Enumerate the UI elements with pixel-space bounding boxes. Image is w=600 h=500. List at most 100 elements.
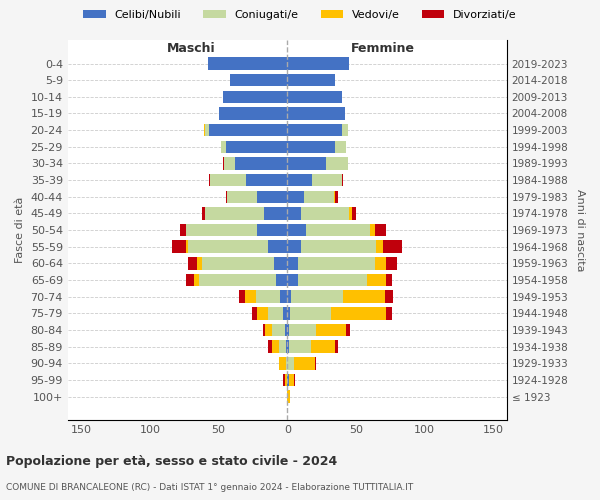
Bar — [290, 307, 331, 320]
Bar — [331, 307, 386, 320]
Bar — [186, 224, 257, 236]
Bar — [263, 324, 265, 336]
Text: Femmine: Femmine — [351, 42, 415, 55]
Bar — [268, 307, 283, 320]
Bar — [224, 157, 235, 170]
Bar — [257, 190, 287, 203]
Bar — [287, 140, 335, 153]
Bar — [287, 374, 289, 386]
Bar — [301, 207, 349, 220]
Bar — [188, 257, 197, 270]
Bar — [287, 240, 301, 253]
Bar — [205, 124, 209, 136]
Bar — [287, 224, 307, 236]
Bar — [287, 274, 298, 286]
Bar — [223, 157, 224, 170]
Bar — [287, 58, 349, 70]
Bar — [287, 124, 342, 136]
Text: Popolazione per età, sesso e stato civile - 2024: Popolazione per età, sesso e stato civil… — [6, 455, 337, 468]
Bar — [298, 257, 375, 270]
Bar — [301, 240, 376, 253]
Bar — [226, 140, 287, 153]
Bar — [335, 190, 338, 203]
Bar — [311, 340, 335, 353]
Bar — [289, 374, 294, 386]
Bar — [205, 207, 264, 220]
Bar — [180, 224, 186, 236]
Bar — [286, 357, 287, 370]
Bar — [272, 324, 284, 336]
Bar — [208, 58, 287, 70]
Bar — [386, 257, 397, 270]
Bar — [287, 90, 342, 103]
Bar — [265, 324, 272, 336]
Bar — [292, 290, 343, 303]
Bar — [274, 257, 287, 270]
Bar — [235, 157, 287, 170]
Bar — [376, 240, 383, 253]
Bar — [287, 74, 335, 86]
Bar — [209, 174, 211, 186]
Bar — [199, 274, 276, 286]
Bar — [284, 374, 287, 386]
Bar — [342, 174, 343, 186]
Bar — [342, 124, 347, 136]
Bar — [335, 140, 346, 153]
Bar — [186, 240, 188, 253]
Bar — [230, 74, 287, 86]
Bar — [283, 374, 284, 386]
Bar — [287, 107, 345, 120]
Bar — [287, 207, 301, 220]
Bar — [287, 324, 289, 336]
Text: Maschi: Maschi — [167, 42, 215, 55]
Bar — [194, 274, 199, 286]
Bar — [197, 257, 202, 270]
Bar — [202, 207, 205, 220]
Bar — [294, 357, 314, 370]
Bar — [287, 357, 294, 370]
Bar — [370, 224, 375, 236]
Bar — [227, 190, 257, 203]
Bar — [386, 307, 392, 320]
Bar — [307, 224, 370, 236]
Bar — [226, 190, 227, 203]
Bar — [346, 324, 350, 336]
Bar — [287, 290, 292, 303]
Bar — [287, 390, 290, 403]
Bar — [245, 290, 256, 303]
Bar — [287, 340, 289, 353]
Bar — [272, 340, 279, 353]
Bar — [209, 124, 287, 136]
Bar — [349, 207, 352, 220]
Bar — [188, 240, 268, 253]
Text: COMUNE DI BRANCALEONE (RC) - Dati ISTAT 1° gennaio 2024 - Elaborazione TUTTITALI: COMUNE DI BRANCALEONE (RC) - Dati ISTAT … — [6, 483, 413, 492]
Legend: Celibi/Nubili, Coniugati/e, Vedovi/e, Divorziati/e: Celibi/Nubili, Coniugati/e, Vedovi/e, Di… — [79, 6, 521, 25]
Bar — [264, 207, 287, 220]
Bar — [239, 290, 245, 303]
Bar — [186, 274, 194, 286]
Bar — [202, 257, 274, 270]
Bar — [257, 307, 268, 320]
Bar — [326, 157, 347, 170]
Bar — [335, 340, 338, 353]
Bar — [283, 307, 287, 320]
Bar — [280, 290, 287, 303]
Bar — [279, 340, 286, 353]
Bar — [203, 124, 205, 136]
Bar — [287, 190, 304, 203]
Y-axis label: Anni di nascita: Anni di nascita — [575, 189, 585, 272]
Bar — [314, 357, 316, 370]
Bar — [352, 207, 356, 220]
Bar — [251, 307, 257, 320]
Bar — [257, 224, 287, 236]
Bar — [334, 190, 335, 203]
Bar — [284, 324, 287, 336]
Bar — [256, 290, 280, 303]
Bar — [294, 374, 295, 386]
Bar — [268, 340, 272, 353]
Y-axis label: Fasce di età: Fasce di età — [15, 197, 25, 264]
Bar — [268, 240, 287, 253]
Bar — [287, 307, 290, 320]
Bar — [383, 240, 403, 253]
Bar — [375, 257, 386, 270]
